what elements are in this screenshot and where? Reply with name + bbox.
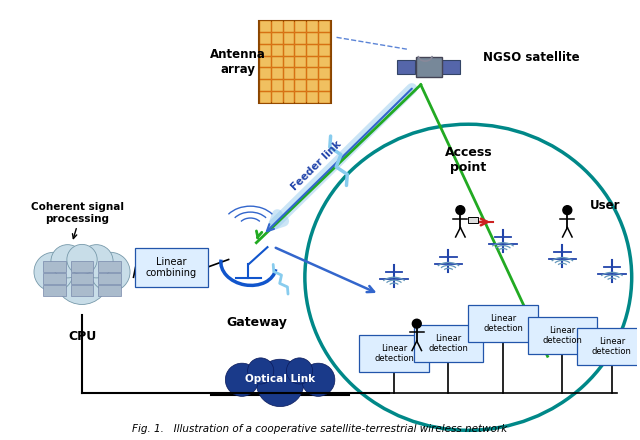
FancyBboxPatch shape — [319, 45, 330, 55]
FancyBboxPatch shape — [260, 33, 271, 44]
FancyBboxPatch shape — [359, 334, 429, 372]
FancyBboxPatch shape — [284, 80, 294, 91]
FancyBboxPatch shape — [70, 285, 93, 296]
Circle shape — [412, 319, 421, 328]
Text: Optical Link: Optical Link — [245, 374, 315, 384]
Text: Gateway: Gateway — [226, 316, 287, 329]
FancyBboxPatch shape — [260, 69, 271, 79]
FancyBboxPatch shape — [134, 248, 208, 287]
FancyBboxPatch shape — [414, 325, 483, 362]
FancyBboxPatch shape — [307, 45, 318, 55]
FancyBboxPatch shape — [415, 57, 442, 77]
FancyBboxPatch shape — [284, 45, 294, 55]
Text: Linear
detection: Linear detection — [374, 344, 414, 363]
FancyBboxPatch shape — [468, 305, 538, 342]
Circle shape — [563, 206, 572, 215]
Circle shape — [456, 206, 465, 215]
FancyBboxPatch shape — [259, 21, 331, 103]
Text: Linear
combining: Linear combining — [145, 257, 196, 278]
Text: Linear
detection: Linear detection — [429, 334, 468, 353]
FancyBboxPatch shape — [296, 45, 307, 55]
FancyBboxPatch shape — [43, 273, 66, 284]
FancyBboxPatch shape — [99, 273, 121, 284]
FancyBboxPatch shape — [272, 80, 283, 91]
FancyBboxPatch shape — [307, 33, 318, 44]
Circle shape — [287, 358, 312, 384]
FancyBboxPatch shape — [284, 33, 294, 44]
FancyBboxPatch shape — [296, 21, 307, 32]
Text: Feeder link: Feeder link — [290, 139, 344, 192]
FancyBboxPatch shape — [319, 21, 330, 32]
FancyBboxPatch shape — [577, 328, 640, 365]
Text: Fig. 1.   Illustration of a cooperative satellite-terrestrial wireless network: Fig. 1. Illustration of a cooperative sa… — [132, 424, 508, 434]
FancyBboxPatch shape — [528, 317, 597, 354]
FancyBboxPatch shape — [260, 92, 271, 103]
FancyBboxPatch shape — [260, 21, 271, 32]
FancyBboxPatch shape — [272, 69, 283, 79]
FancyBboxPatch shape — [296, 92, 307, 103]
Circle shape — [55, 250, 109, 304]
FancyBboxPatch shape — [307, 92, 318, 103]
FancyBboxPatch shape — [307, 21, 318, 32]
FancyBboxPatch shape — [284, 57, 294, 67]
FancyBboxPatch shape — [99, 261, 121, 272]
FancyBboxPatch shape — [260, 80, 271, 91]
Text: Antenna
array: Antenna array — [209, 48, 266, 76]
FancyBboxPatch shape — [319, 92, 330, 103]
FancyBboxPatch shape — [397, 60, 415, 73]
FancyBboxPatch shape — [284, 92, 294, 103]
FancyBboxPatch shape — [442, 60, 460, 73]
Circle shape — [301, 363, 335, 396]
FancyBboxPatch shape — [319, 33, 330, 44]
FancyBboxPatch shape — [307, 80, 318, 91]
Circle shape — [34, 252, 74, 292]
FancyBboxPatch shape — [272, 33, 283, 44]
FancyBboxPatch shape — [307, 57, 318, 67]
FancyBboxPatch shape — [284, 21, 294, 32]
FancyBboxPatch shape — [272, 92, 283, 103]
FancyBboxPatch shape — [70, 273, 93, 284]
Text: NGSO satellite: NGSO satellite — [483, 51, 580, 64]
FancyBboxPatch shape — [307, 69, 318, 79]
FancyBboxPatch shape — [43, 261, 66, 272]
Text: Linear
detection: Linear detection — [483, 314, 523, 334]
FancyBboxPatch shape — [260, 45, 271, 55]
Circle shape — [225, 363, 259, 396]
FancyBboxPatch shape — [99, 285, 121, 296]
FancyBboxPatch shape — [272, 21, 283, 32]
Circle shape — [91, 252, 130, 292]
FancyBboxPatch shape — [70, 261, 93, 272]
Text: Linear
detection: Linear detection — [543, 326, 582, 345]
Circle shape — [257, 359, 304, 407]
FancyBboxPatch shape — [272, 57, 283, 67]
Circle shape — [80, 245, 113, 278]
Text: Access
point: Access point — [444, 146, 492, 174]
FancyBboxPatch shape — [319, 69, 330, 79]
FancyBboxPatch shape — [296, 80, 307, 91]
Text: CPU: CPU — [68, 330, 96, 343]
FancyBboxPatch shape — [43, 285, 66, 296]
FancyBboxPatch shape — [468, 217, 478, 223]
FancyBboxPatch shape — [319, 80, 330, 91]
FancyBboxPatch shape — [296, 33, 307, 44]
FancyBboxPatch shape — [284, 69, 294, 79]
Circle shape — [67, 244, 97, 275]
Text: Linear
detection: Linear detection — [592, 337, 632, 356]
Circle shape — [51, 245, 84, 278]
FancyBboxPatch shape — [319, 57, 330, 67]
FancyBboxPatch shape — [260, 57, 271, 67]
Circle shape — [248, 358, 274, 384]
FancyBboxPatch shape — [296, 69, 307, 79]
FancyBboxPatch shape — [272, 45, 283, 55]
FancyBboxPatch shape — [296, 57, 307, 67]
Text: Coherent signal
processing: Coherent signal processing — [31, 202, 124, 224]
Text: User: User — [590, 199, 621, 212]
